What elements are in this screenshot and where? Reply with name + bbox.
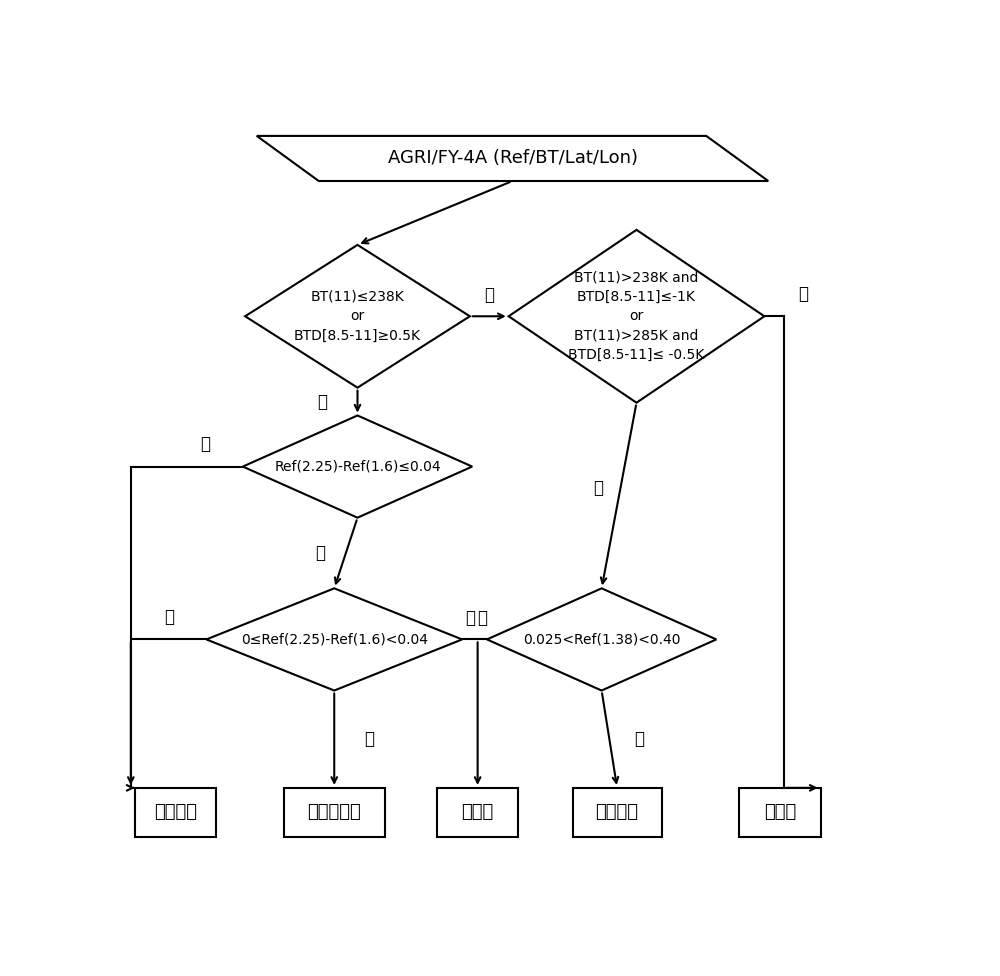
Text: 否: 否 xyxy=(164,608,174,626)
Text: 是: 是 xyxy=(593,479,603,497)
Text: 单层水云: 单层水云 xyxy=(596,803,639,821)
Polygon shape xyxy=(206,589,462,691)
Text: AGRI/FY-4A (Ref/BT/Lat/Lon): AGRI/FY-4A (Ref/BT/Lat/Lon) xyxy=(388,149,638,168)
Polygon shape xyxy=(257,136,768,181)
Text: BT(11)≤238K
or
BTD[8.5-11]≥0.5K: BT(11)≤238K or BTD[8.5-11]≥0.5K xyxy=(294,290,421,343)
Bar xyxy=(437,788,518,836)
Bar xyxy=(739,788,821,836)
Text: 0.025<Ref(1.38)<0.40: 0.025<Ref(1.38)<0.40 xyxy=(523,632,680,646)
Text: 可能多层云: 可能多层云 xyxy=(307,803,361,821)
Text: 否: 否 xyxy=(465,609,475,628)
Bar xyxy=(284,788,385,836)
Text: 是: 是 xyxy=(364,730,374,749)
Text: 0≤Ref(2.25)-Ref(1.6)<0.04: 0≤Ref(2.25)-Ref(1.6)<0.04 xyxy=(241,632,428,646)
Text: 否: 否 xyxy=(634,730,644,749)
Bar xyxy=(573,788,662,836)
Polygon shape xyxy=(487,589,716,691)
Text: 是: 是 xyxy=(315,544,325,562)
Text: 否: 否 xyxy=(201,435,211,453)
Text: 是: 是 xyxy=(477,609,487,628)
Text: 否: 否 xyxy=(798,285,808,303)
Polygon shape xyxy=(243,416,472,517)
Text: 否: 否 xyxy=(484,286,494,305)
Text: Ref(2.25)-Ref(1.6)≤0.04: Ref(2.25)-Ref(1.6)≤0.04 xyxy=(274,460,441,473)
Text: 不确定: 不确定 xyxy=(764,803,796,821)
Polygon shape xyxy=(509,230,764,403)
Polygon shape xyxy=(245,245,470,387)
Bar xyxy=(135,788,216,836)
Text: 多层云: 多层云 xyxy=(462,803,494,821)
Text: BT(11)>238K and
BTD[8.5-11]≤-1K
or
BT(11)>285K and
BTD[8.5-11]≤ -0.5K: BT(11)>238K and BTD[8.5-11]≤-1K or BT(11… xyxy=(568,270,705,362)
Text: 是: 是 xyxy=(318,392,328,411)
Text: 单层冰云: 单层冰云 xyxy=(154,803,197,821)
